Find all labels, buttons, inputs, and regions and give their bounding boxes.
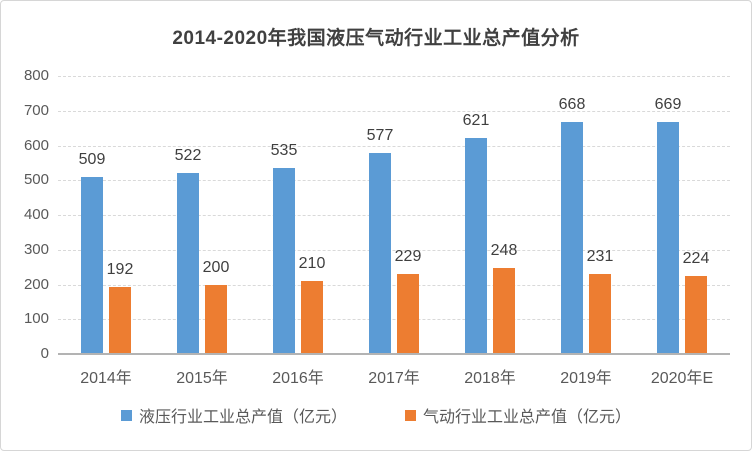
y-gridline [58, 319, 730, 321]
bar-data-label: 577 [366, 127, 394, 145]
bar-data-label: 669 [654, 95, 682, 113]
y-gridline [58, 249, 730, 251]
bar-data-label: 210 [298, 255, 326, 273]
x-axis-tick-label: 2019年 [560, 370, 612, 387]
bar-data-label: 509 [78, 151, 106, 169]
y-gridline [58, 284, 730, 286]
y-gridline [58, 110, 730, 112]
legend-swatch-hydraulic-icon [120, 409, 132, 421]
x-axis-tick-label: 2014年 [80, 370, 132, 387]
y-axis-tick-label: 700 [23, 101, 49, 119]
y-gridline [58, 215, 730, 216]
y-axis-tick-label: 100 [23, 310, 49, 328]
legend-label-pneumatic: 气动行业工业总产值（亿元） [423, 409, 632, 426]
legend-swatch-pneumatic-icon [405, 409, 416, 421]
y-axis-tick-label: 500 [23, 171, 49, 189]
legend-item-pneumatic: 气动行业工业总产值（亿元） [405, 403, 631, 427]
y-axis-tick-label: 800 [23, 67, 49, 84]
legend-label-hydraulic: 液压行业工业总产值（亿元） [138, 409, 347, 426]
x-axis-tick-label: 2017年 [368, 370, 420, 387]
bar-hydraulic [81, 177, 103, 354]
y-gridline [58, 180, 730, 182]
bar-hydraulic [561, 121, 583, 354]
x-axis-tick-label: 2015年 [176, 370, 228, 387]
bar-hydraulic [369, 153, 391, 354]
bar-data-label: 248 [490, 241, 518, 259]
bar-hydraulic [657, 121, 679, 354]
x-axis-line [58, 353, 730, 355]
bar-data-label: 224 [682, 250, 710, 268]
bar-pneumatic [301, 281, 323, 354]
bar-data-label: 200 [202, 258, 230, 276]
y-axis-tick-label: 300 [23, 240, 49, 258]
y-axis-tick-label: 600 [23, 136, 49, 154]
y-gridline [58, 76, 730, 77]
bar-data-label: 522 [174, 146, 202, 164]
x-axis-tick-label: 2016年 [272, 370, 324, 387]
bar-hydraulic [273, 168, 295, 354]
y-axis-tick-label: 0 [40, 345, 49, 362]
legend-item-hydraulic: 液压行业工业总产值（亿元） [120, 403, 347, 427]
bar-hydraulic [177, 172, 199, 354]
bar-pneumatic [493, 267, 515, 354]
chart-title: 2014-2020年我国液压气动行业工业总产值分析 [172, 28, 580, 49]
bar-pneumatic [685, 276, 707, 354]
y-axis-tick-label: 400 [23, 206, 49, 223]
bar-data-label: 668 [558, 95, 586, 113]
bar-data-label: 229 [394, 248, 422, 266]
y-axis-tick-label: 200 [23, 275, 49, 293]
bar-data-label: 192 [106, 261, 134, 279]
bar-pneumatic [109, 287, 131, 354]
bar-data-label: 621 [462, 112, 490, 130]
x-axis-tick-label: 2018年 [464, 370, 516, 387]
x-axis-tick-label: 2020年E [650, 370, 714, 387]
bar-data-label: 535 [270, 142, 298, 160]
bar-pneumatic [205, 284, 227, 354]
bar-pneumatic [397, 274, 419, 354]
y-gridline [58, 145, 730, 147]
bar-pneumatic [589, 273, 611, 354]
legend: 液压行业工业总产值（亿元） 气动行业工业总产值（亿元） [1, 403, 751, 427]
bar-hydraulic [465, 138, 487, 354]
bar-data-label: 231 [586, 247, 614, 265]
